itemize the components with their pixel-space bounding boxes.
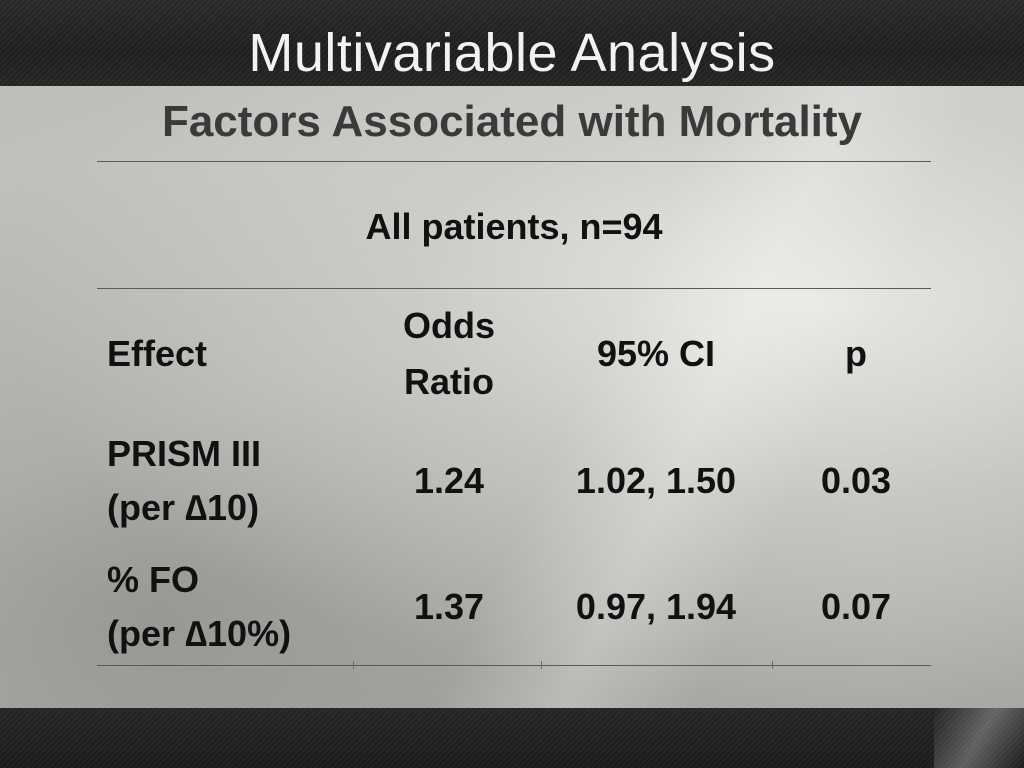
- slide-title: Multivariable Analysis: [248, 23, 776, 83]
- header-odds-ratio-line1: Odds: [402, 305, 495, 346]
- table-group-header: All patients, n=94: [365, 206, 663, 247]
- header-rule: [97, 288, 931, 289]
- header-ci: 95% CI: [596, 333, 716, 374]
- header-p: p: [845, 333, 867, 374]
- column-separator: [353, 661, 354, 669]
- header-odds-ratio-line2: Ratio: [404, 361, 494, 402]
- content-panel: [0, 86, 1024, 708]
- column-separator: [541, 661, 542, 669]
- row1-odds-ratio: 1.24: [413, 460, 485, 501]
- column-separator: [772, 661, 773, 669]
- row2-p: 0.07: [820, 586, 892, 627]
- row1-effect-line2: (per ∆10): [107, 487, 260, 528]
- row2-effect-line2: (per ∆10%): [107, 613, 292, 654]
- header-effect: Effect: [107, 333, 208, 374]
- row1-effect-line1: PRISM III: [107, 433, 262, 474]
- row2-effect-line1: % FO: [107, 559, 200, 600]
- title-band: [0, 0, 1024, 86]
- row2-ci: 0.97, 1.94: [575, 586, 737, 627]
- slide-subtitle: Factors Associated with Mortality: [161, 97, 863, 146]
- page-curl-decoration: [934, 708, 1024, 768]
- table-top-rule: [97, 161, 931, 162]
- row1-p: 0.03: [820, 460, 892, 501]
- table-bottom-rule: [97, 665, 931, 666]
- footer-band: [0, 708, 1024, 768]
- row1-ci: 1.02, 1.50: [575, 460, 737, 501]
- row2-odds-ratio: 1.37: [413, 586, 485, 627]
